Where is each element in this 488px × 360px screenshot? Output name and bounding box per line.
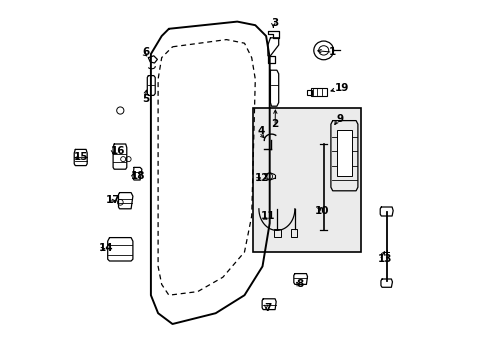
- Text: 2: 2: [271, 119, 278, 129]
- Text: 5: 5: [142, 94, 149, 104]
- Text: 18: 18: [131, 171, 145, 181]
- Text: 7: 7: [264, 303, 271, 313]
- Text: 8: 8: [296, 279, 304, 289]
- Text: 10: 10: [314, 206, 328, 216]
- Text: 3: 3: [271, 18, 278, 28]
- Text: 12: 12: [255, 173, 269, 183]
- Text: 16: 16: [111, 146, 125, 156]
- Bar: [253, 108, 361, 252]
- Bar: [337, 130, 351, 176]
- Bar: [310, 88, 326, 96]
- Text: 9: 9: [336, 114, 343, 124]
- Text: 14: 14: [99, 243, 113, 253]
- Text: 13: 13: [377, 254, 391, 264]
- Text: 1: 1: [328, 47, 336, 57]
- Text: 4: 4: [257, 126, 264, 136]
- Text: 17: 17: [106, 195, 120, 205]
- Bar: [306, 90, 311, 95]
- Bar: [273, 229, 280, 237]
- Text: 19: 19: [334, 83, 348, 93]
- Bar: [290, 229, 296, 237]
- Text: 11: 11: [260, 211, 275, 221]
- Text: 6: 6: [142, 47, 149, 57]
- Text: 15: 15: [73, 152, 88, 162]
